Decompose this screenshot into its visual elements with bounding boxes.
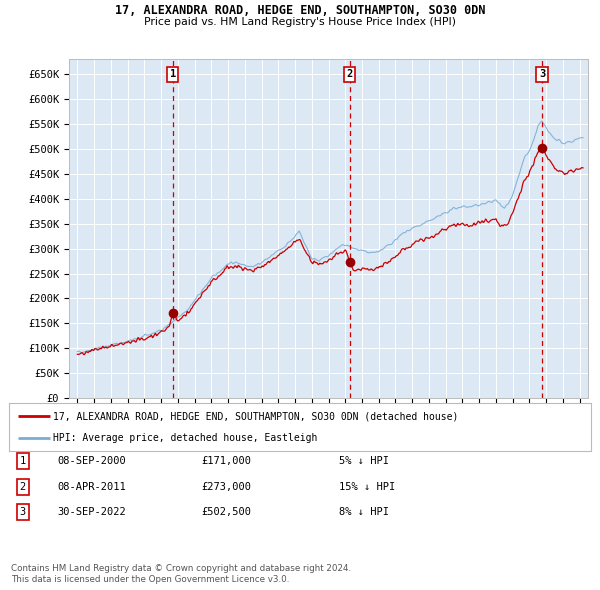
Text: This data is licensed under the Open Government Licence v3.0.: This data is licensed under the Open Gov…	[11, 575, 289, 584]
Text: 17, ALEXANDRA ROAD, HEDGE END, SOUTHAMPTON, SO30 0DN: 17, ALEXANDRA ROAD, HEDGE END, SOUTHAMPT…	[115, 4, 485, 17]
Text: £171,000: £171,000	[201, 457, 251, 466]
Text: 17, ALEXANDRA ROAD, HEDGE END, SOUTHAMPTON, SO30 0DN (detached house): 17, ALEXANDRA ROAD, HEDGE END, SOUTHAMPT…	[53, 411, 458, 421]
Text: HPI: Average price, detached house, Eastleigh: HPI: Average price, detached house, East…	[53, 433, 317, 443]
Text: 1: 1	[170, 69, 176, 79]
Text: £502,500: £502,500	[201, 507, 251, 517]
Text: 5% ↓ HPI: 5% ↓ HPI	[339, 457, 389, 466]
Text: 3: 3	[539, 69, 545, 79]
Text: Contains HM Land Registry data © Crown copyright and database right 2024.: Contains HM Land Registry data © Crown c…	[11, 565, 351, 573]
Text: Price paid vs. HM Land Registry's House Price Index (HPI): Price paid vs. HM Land Registry's House …	[144, 17, 456, 27]
Text: 8% ↓ HPI: 8% ↓ HPI	[339, 507, 389, 517]
Text: 15% ↓ HPI: 15% ↓ HPI	[339, 482, 395, 491]
Text: 2: 2	[20, 482, 26, 491]
Text: 3: 3	[20, 507, 26, 517]
Text: £273,000: £273,000	[201, 482, 251, 491]
Text: 2: 2	[347, 69, 353, 79]
Text: 30-SEP-2022: 30-SEP-2022	[57, 507, 126, 517]
Text: 08-SEP-2000: 08-SEP-2000	[57, 457, 126, 466]
Text: 08-APR-2011: 08-APR-2011	[57, 482, 126, 491]
Text: 1: 1	[20, 457, 26, 466]
